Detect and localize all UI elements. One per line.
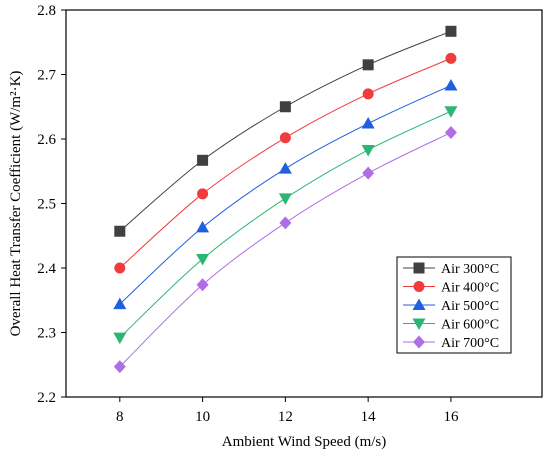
series-2 bbox=[114, 52, 457, 274]
data-point bbox=[114, 225, 126, 237]
legend: Air 300°C Air 400°C Air 500°C Air 600°C Air … bbox=[396, 256, 512, 354]
data-point bbox=[278, 162, 292, 174]
legend-item: Air 300°C bbox=[403, 262, 499, 277]
series-4 bbox=[113, 106, 458, 345]
legend-item: Air 500°C bbox=[403, 298, 499, 314]
data-point bbox=[361, 117, 375, 129]
series-5 bbox=[113, 126, 457, 374]
series-3 bbox=[113, 78, 458, 310]
data-point bbox=[197, 188, 209, 200]
legend-marker bbox=[412, 298, 426, 310]
series-1 bbox=[114, 25, 457, 237]
data-point bbox=[196, 253, 210, 266]
data-point bbox=[362, 88, 374, 100]
data-point bbox=[444, 106, 458, 118]
data-point bbox=[362, 59, 374, 71]
legend-label: Air 600°C bbox=[441, 318, 499, 333]
data-point bbox=[444, 126, 457, 140]
x-tick-label: 14 bbox=[361, 409, 377, 425]
x-tick-label: 10 bbox=[195, 409, 210, 425]
legend-item: Air 600°C bbox=[403, 318, 499, 333]
data-point bbox=[445, 52, 457, 64]
legend-label: Air 400°C bbox=[441, 281, 499, 296]
data-point bbox=[361, 144, 375, 157]
data-point bbox=[279, 132, 291, 144]
y-axis-ticks: 2.2 2.3 2.4 2.5 2.6 2.7 2.8 bbox=[37, 3, 66, 406]
y-tick-label: 2.4 bbox=[37, 261, 56, 277]
data-point bbox=[114, 262, 126, 274]
y-axis-title: Overall Heat Transfer Coefficient (W/m²·… bbox=[8, 71, 24, 337]
legend-item: Air 700°C bbox=[403, 335, 499, 351]
data-point bbox=[196, 220, 210, 233]
legend-label: Air 700°C bbox=[441, 336, 499, 351]
data-point bbox=[362, 166, 375, 180]
legend-label: Air 500°C bbox=[441, 299, 499, 314]
y-tick-label: 2.5 bbox=[37, 197, 56, 213]
y-tick-label: 2.8 bbox=[37, 3, 56, 19]
legend-marker bbox=[412, 318, 426, 330]
data-point bbox=[197, 154, 209, 166]
data-point bbox=[445, 25, 457, 37]
x-tick-label: 12 bbox=[278, 409, 293, 425]
data-point bbox=[279, 216, 292, 230]
legend-marker bbox=[413, 335, 425, 349]
x-axis-title: Ambient Wind Speed (m/s) bbox=[222, 434, 387, 450]
data-point bbox=[113, 297, 127, 310]
data-point bbox=[279, 101, 291, 113]
x-tick-label: 16 bbox=[443, 409, 459, 425]
y-tick-label: 2.6 bbox=[37, 132, 56, 148]
y-tick-label: 2.7 bbox=[37, 68, 56, 84]
data-point bbox=[113, 360, 126, 374]
data-point bbox=[113, 332, 127, 345]
legend-marker bbox=[413, 262, 425, 274]
y-tick-label: 2.2 bbox=[37, 390, 56, 406]
x-tick-label: 8 bbox=[116, 409, 124, 425]
y-tick-label: 2.3 bbox=[37, 326, 56, 342]
legend-marker bbox=[413, 281, 425, 292]
data-point bbox=[278, 193, 292, 205]
x-axis-ticks: 8 10 12 14 16 bbox=[116, 397, 459, 425]
legend-item: Air 400°C bbox=[403, 281, 499, 296]
data-point bbox=[196, 278, 209, 292]
data-point bbox=[444, 78, 458, 91]
series-layer bbox=[113, 25, 458, 374]
legend-label: Air 300°C bbox=[441, 262, 499, 277]
